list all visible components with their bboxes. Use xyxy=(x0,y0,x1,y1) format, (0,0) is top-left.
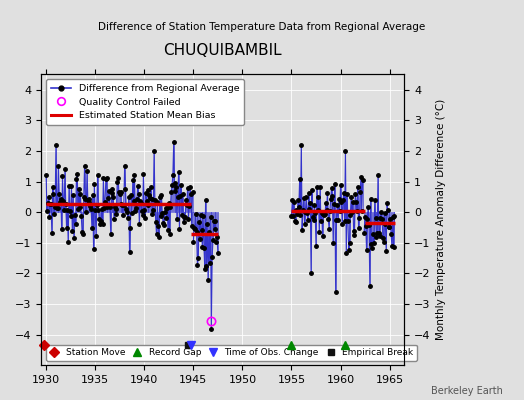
Text: Difference of Station Temperature Data from Regional Average: Difference of Station Temperature Data f… xyxy=(99,22,425,32)
Legend: Station Move, Record Gap, Time of Obs. Change, Empirical Break: Station Move, Record Gap, Time of Obs. C… xyxy=(46,344,417,361)
Text: Berkeley Earth: Berkeley Earth xyxy=(431,386,503,396)
Title: CHUQUIBAMBIL: CHUQUIBAMBIL xyxy=(163,43,282,58)
Y-axis label: Monthly Temperature Anomaly Difference (°C): Monthly Temperature Anomaly Difference (… xyxy=(436,99,446,340)
